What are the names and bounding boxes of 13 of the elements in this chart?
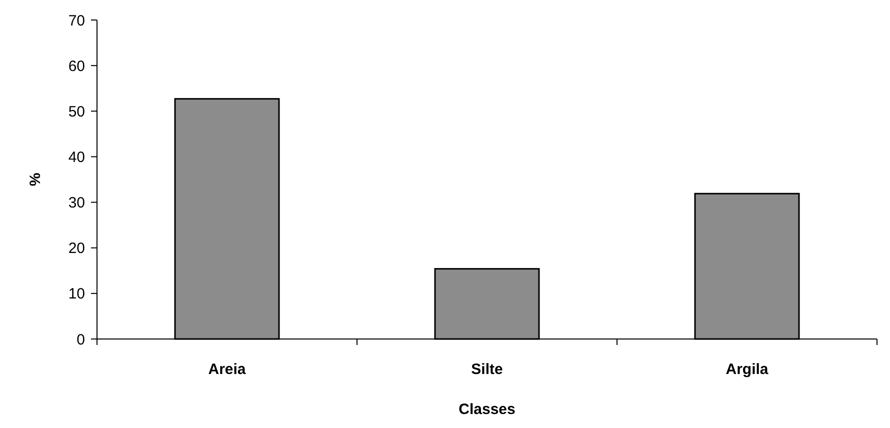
x-tick-label: Argila bbox=[726, 361, 769, 378]
y-tick-label: 40 bbox=[68, 148, 85, 166]
y-tick-label: 0 bbox=[76, 331, 85, 348]
y-tick-label: 50 bbox=[68, 103, 85, 120]
y-tick-label: 70 bbox=[68, 12, 85, 30]
x-tick-label: Areia bbox=[208, 361, 246, 378]
y-axis-title: % bbox=[27, 172, 44, 186]
x-tick-label: Silte bbox=[471, 361, 503, 378]
y-tick-label: 10 bbox=[68, 286, 85, 303]
x-axis-title: Classes bbox=[458, 401, 516, 418]
y-tick-label: 60 bbox=[68, 58, 85, 75]
y-tick-label: 30 bbox=[68, 194, 85, 212]
y-tick-label: 20 bbox=[68, 240, 85, 258]
